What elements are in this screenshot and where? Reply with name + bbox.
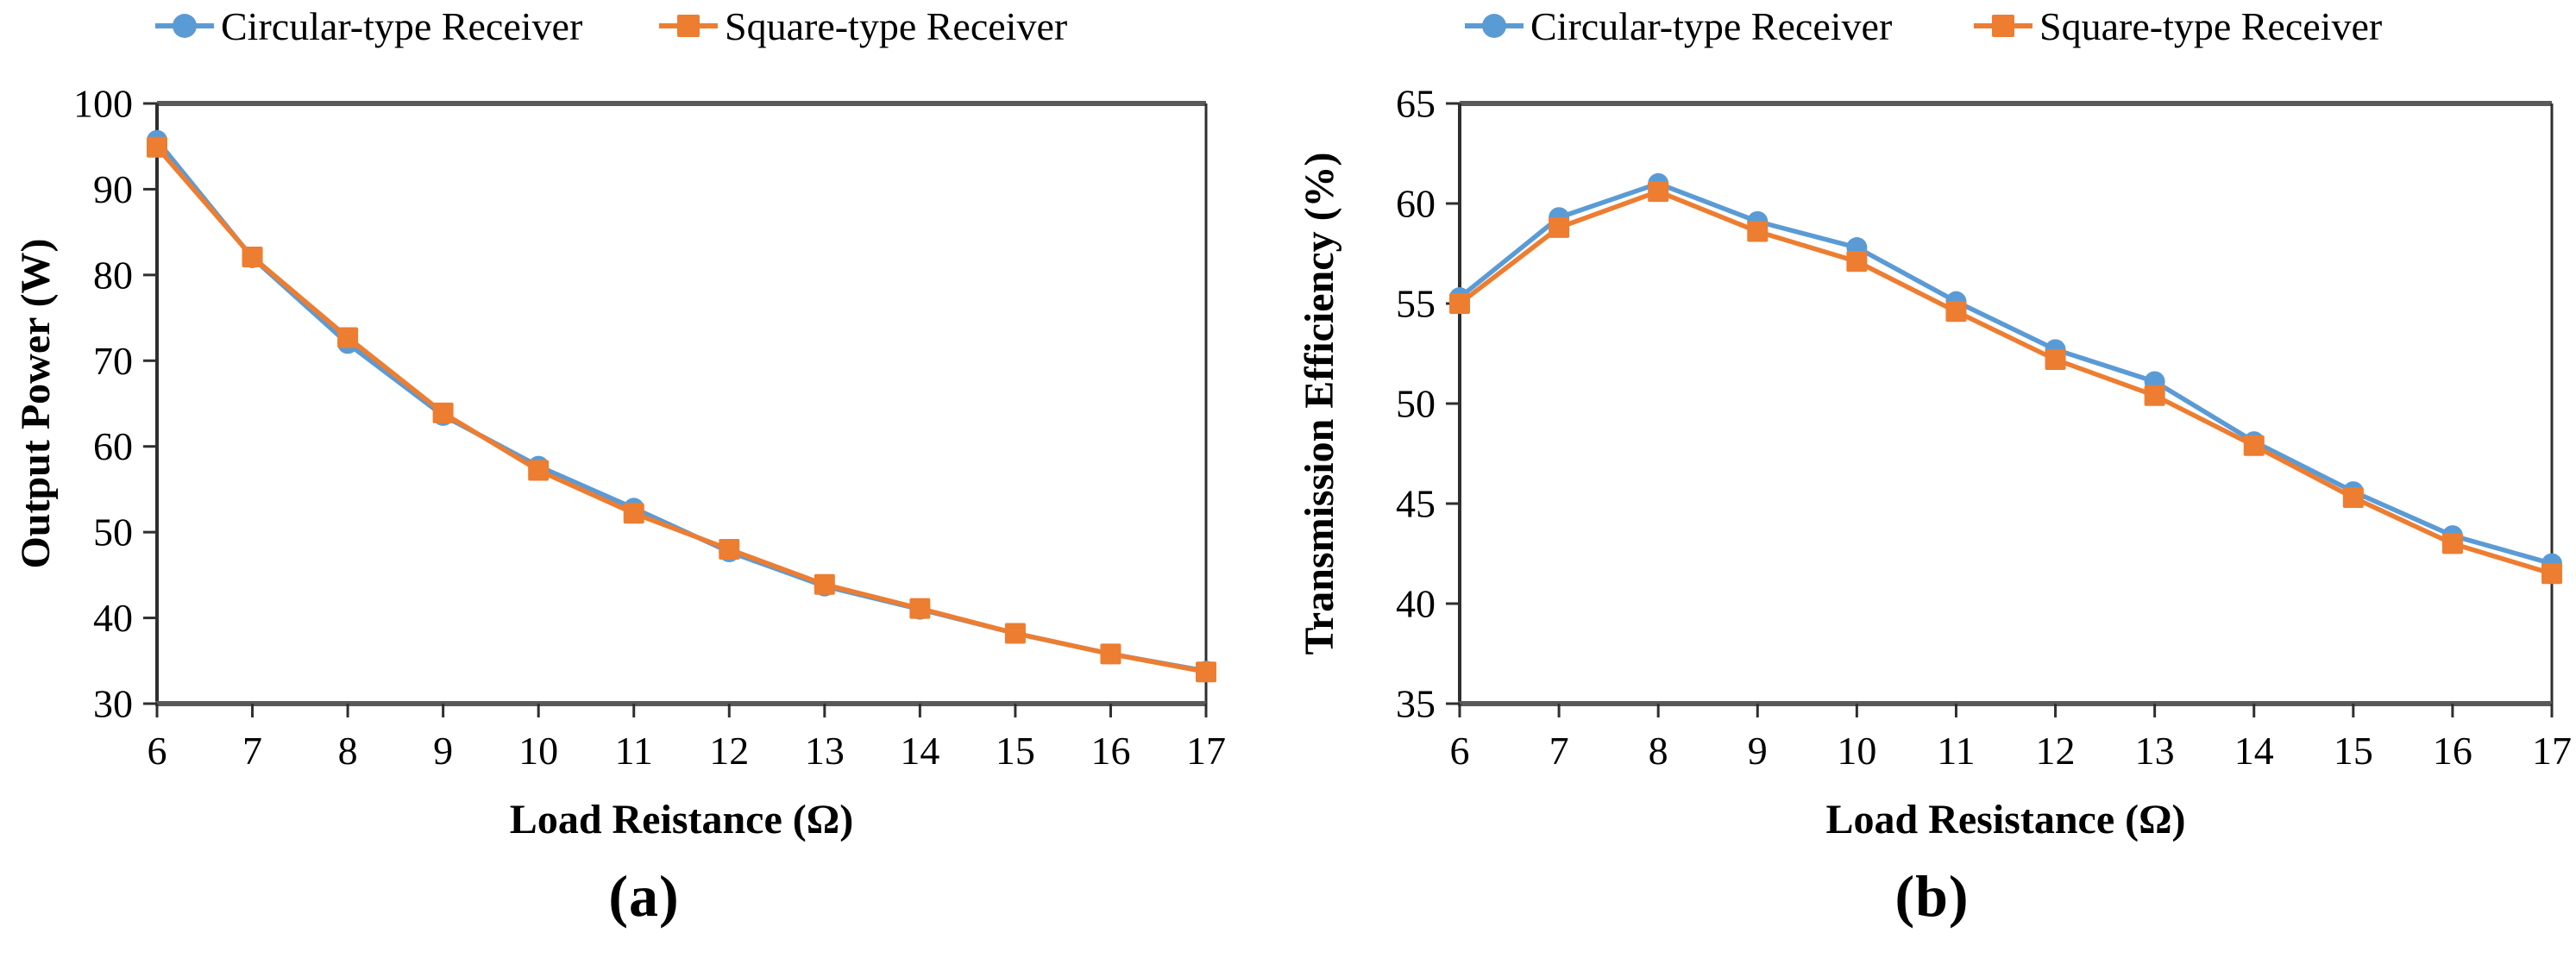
data-point-square <box>2045 348 2066 370</box>
legend-square-icon <box>677 15 700 37</box>
data-point-square <box>719 539 740 561</box>
legend-circle-icon <box>173 14 197 38</box>
data-point-square <box>1648 181 1669 203</box>
x-tick-label: 8 <box>338 729 358 773</box>
y-tick-label: 45 <box>1396 482 1436 526</box>
data-point-square <box>2441 533 2463 554</box>
panel-b: 35 40 45 50 55 60 65 6 7 8 9 10 11 12 13 14 15 16 17 Transm… <box>1288 0 2576 977</box>
data-point-square <box>1945 301 1967 323</box>
x-tick-label: 7 <box>242 729 262 773</box>
y-tick-label: 90 <box>93 167 133 211</box>
data-point-square <box>147 136 167 158</box>
series-line-circular <box>1457 181 2554 567</box>
legend-label: Square-type Receiver <box>725 4 1067 48</box>
legend-circle-icon <box>1482 14 1506 38</box>
data-point-square <box>2243 435 2265 456</box>
data-point-square <box>1846 251 1868 272</box>
y-tick-label: 40 <box>1396 582 1436 626</box>
y-tick-label: 35 <box>1396 682 1436 726</box>
x-tick-label: 6 <box>1450 729 1470 773</box>
y-axis-title: Transmission Efficiency (%) <box>1297 152 1342 654</box>
y-tick-label: 60 <box>93 424 133 468</box>
caption-b: (b) <box>1894 863 1970 929</box>
data-point-square <box>1747 221 1769 242</box>
y-axis-title: Output Power (W) <box>13 238 59 568</box>
x-tick-label: 9 <box>433 729 453 773</box>
output-power-chart: 30 40 50 60 70 80 90 100 6 7 8 9 10 11 12 13 14 15 16 17 Out… <box>13 4 1226 842</box>
x-tick-label: 15 <box>2334 729 2373 773</box>
data-point-square <box>528 460 550 481</box>
y-tick-label: 80 <box>93 253 133 297</box>
data-point-square <box>242 246 263 267</box>
x-tick-label: 8 <box>1649 729 1668 773</box>
data-point-square <box>1549 216 1570 238</box>
y-tick-label: 60 <box>1396 182 1436 226</box>
y-tick-label: 50 <box>93 510 133 554</box>
y-tick-label: 30 <box>93 682 133 726</box>
x-tick-label: 11 <box>615 729 653 773</box>
x-tick-label: 16 <box>2433 729 2472 773</box>
data-point-square <box>2541 563 2562 585</box>
legend-label: Square-type Receiver <box>2039 4 2382 48</box>
series-line-circular <box>154 138 1209 673</box>
data-point-square <box>1004 623 1026 644</box>
data-point-square <box>623 503 644 524</box>
transmission-efficiency-chart: 35 40 45 50 55 60 65 6 7 8 9 10 11 12 13 14 15 16 17 Transm… <box>1297 4 2572 842</box>
data-point-square <box>1196 661 1216 683</box>
x-tick-label: 12 <box>2036 729 2076 773</box>
y-tick-label: 65 <box>1396 82 1436 126</box>
data-point-square <box>814 573 835 595</box>
data-point-square <box>2144 385 2165 406</box>
x-tick-label: 10 <box>1837 729 1876 773</box>
x-tick-label: 14 <box>2234 729 2274 773</box>
x-tick-label: 12 <box>709 729 749 773</box>
legend-label: Circular-type Receiver <box>221 4 582 48</box>
x-tick-label: 17 <box>1186 729 1226 773</box>
y-tick-label: 55 <box>1396 282 1436 326</box>
x-tick-label: 13 <box>2135 729 2175 773</box>
x-axis-title: Load Resistance (Ω) <box>1825 797 2185 842</box>
data-point-square <box>1449 293 1470 314</box>
data-point-square <box>1100 643 1122 665</box>
x-tick-label: 14 <box>900 729 939 773</box>
y-tick-label: 70 <box>93 339 133 383</box>
data-point-square <box>909 598 931 619</box>
x-tick-label: 7 <box>1549 729 1569 773</box>
y-tick-label: 50 <box>1396 382 1436 426</box>
x-tick-label: 17 <box>2532 729 2572 773</box>
x-tick-label: 15 <box>996 729 1035 773</box>
legend-label: Circular-type Receiver <box>1530 4 1892 48</box>
series-line-square <box>1457 189 2554 576</box>
data-point-square <box>2342 487 2364 509</box>
x-tick-label: 11 <box>1937 729 1975 773</box>
x-axis-title: Load Reistance (Ω) <box>510 797 853 842</box>
data-point-square <box>337 327 359 348</box>
caption-a: (a) <box>608 863 680 929</box>
series-line-square <box>154 144 1209 674</box>
panel-a: 30 40 50 60 70 80 90 100 6 7 8 9 10 11 12 13 14 15 16 17 Out… <box>13 4 1226 929</box>
y-tick-label: 100 <box>73 82 133 126</box>
legend-square-icon <box>1992 15 2014 37</box>
data-point-square <box>432 402 454 423</box>
x-tick-label: 10 <box>518 729 558 773</box>
x-tick-label: 6 <box>148 729 167 773</box>
x-tick-label: 13 <box>805 729 845 773</box>
x-tick-label: 16 <box>1090 729 1130 773</box>
x-tick-label: 9 <box>1748 729 1768 773</box>
y-tick-label: 40 <box>93 596 133 640</box>
